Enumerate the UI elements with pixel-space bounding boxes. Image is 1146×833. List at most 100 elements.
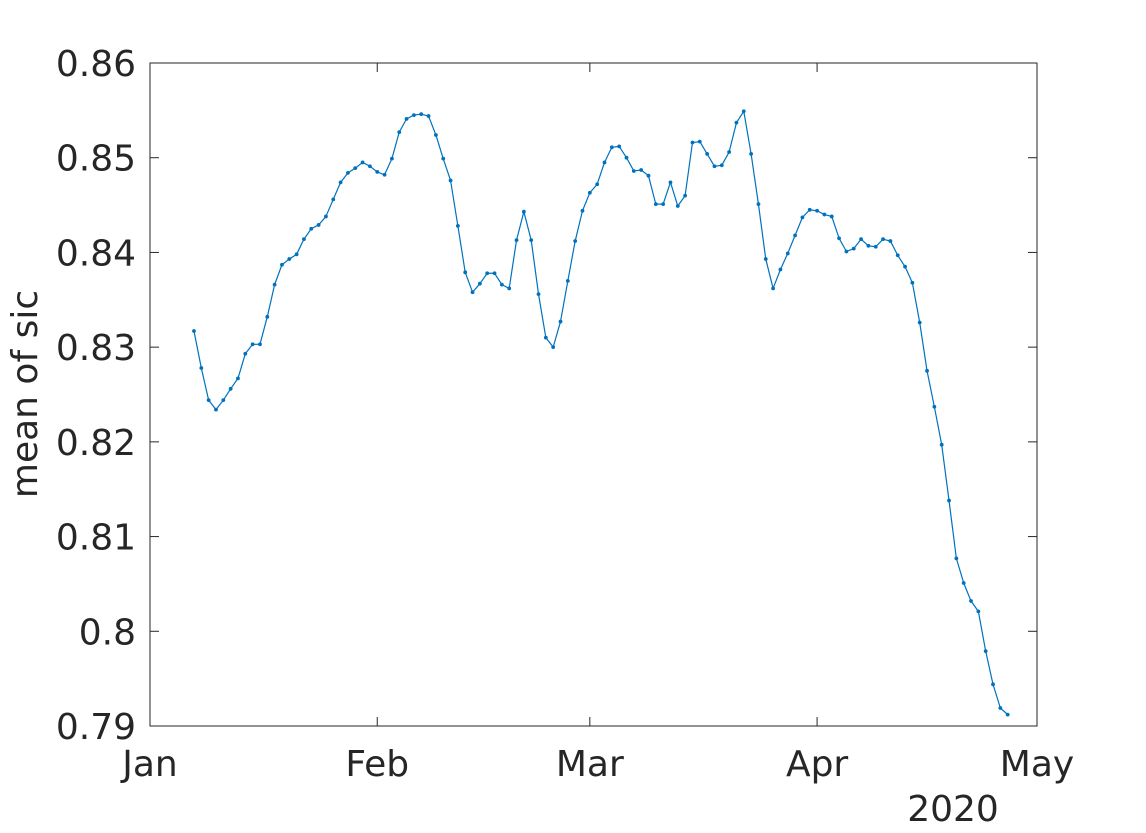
data-point (939, 442, 944, 447)
data-point (969, 599, 973, 603)
data-point (653, 202, 658, 207)
data-point (404, 116, 409, 121)
x-year-label: 2020 (907, 789, 999, 830)
data-point (455, 224, 460, 228)
data-point (250, 342, 255, 347)
data-point (536, 292, 541, 296)
y-tick-label: 0.82 (56, 423, 136, 464)
y-tick-label: 0.8 (79, 612, 136, 653)
data-point (470, 290, 475, 295)
y-tick-label: 0.79 (56, 707, 136, 748)
data-point (258, 342, 262, 347)
data-point (236, 376, 240, 381)
data-point (419, 112, 424, 117)
data-point (734, 120, 739, 125)
data-point (477, 281, 482, 286)
data-point (895, 253, 900, 258)
data-point (829, 214, 834, 219)
data-point (851, 246, 856, 251)
series-layer (192, 109, 1010, 717)
data-point (800, 215, 805, 220)
data-point (316, 223, 321, 227)
data-point (822, 212, 827, 217)
data-point (609, 145, 614, 150)
x-tick-label: Feb (345, 744, 409, 785)
data-point (749, 152, 754, 156)
data-point (272, 282, 277, 287)
data-point (668, 180, 673, 185)
data-point (793, 233, 797, 238)
series-line (193, 110, 1009, 716)
x-tick-label: Mar (556, 744, 624, 785)
data-point (954, 556, 959, 561)
data-point (375, 170, 380, 174)
x-tick-label: May (1000, 744, 1074, 785)
data-point (507, 286, 512, 291)
data-point (543, 335, 548, 340)
data-point (705, 152, 710, 156)
data-point (302, 237, 306, 242)
data-point (917, 320, 922, 325)
y-axis-label: mean of sic (5, 290, 46, 498)
data-point (382, 172, 387, 177)
data-point (866, 243, 871, 248)
y-tick-label: 0.84 (56, 233, 136, 274)
y-tick-labels: 0.79 0.8 0.81 0.82 0.83 0.84 0.85 0.86 (56, 44, 136, 748)
data-point (521, 209, 526, 214)
data-point (859, 237, 863, 242)
data-point (565, 278, 570, 283)
data-point (514, 238, 519, 243)
data-point (338, 180, 343, 185)
data-point (910, 280, 915, 285)
data-point (587, 190, 592, 195)
data-point (983, 649, 988, 654)
data-point (397, 130, 402, 135)
data-point (837, 236, 841, 241)
data-point (756, 202, 761, 207)
data-point (785, 251, 790, 256)
x-tick-label: Jan (120, 744, 178, 785)
data-point (697, 139, 702, 144)
data-point (903, 264, 907, 269)
data-point (206, 398, 211, 403)
data-point (617, 144, 622, 149)
data-point (433, 133, 438, 137)
data-point (294, 252, 299, 257)
data-point (763, 257, 768, 261)
data-point (214, 407, 218, 412)
data-point (947, 498, 951, 503)
data-point (580, 208, 585, 213)
data-point (426, 114, 431, 118)
data-point (280, 262, 284, 267)
data-point (353, 166, 358, 171)
data-point (441, 156, 446, 161)
data-point (199, 366, 204, 370)
data-point (631, 169, 636, 173)
data-point (778, 267, 783, 272)
data-point (741, 109, 746, 114)
data-point (690, 140, 695, 145)
data-point (675, 204, 680, 208)
data-point (265, 314, 270, 319)
data-point (683, 193, 688, 198)
data-point (390, 156, 394, 161)
y-tick-label: 0.85 (56, 139, 136, 180)
data-point (529, 238, 534, 243)
data-point (925, 368, 929, 373)
data-point (551, 345, 556, 350)
data-point (727, 150, 732, 154)
data-point (873, 244, 878, 249)
data-point (646, 173, 651, 178)
data-point (346, 170, 350, 175)
data-point (485, 271, 490, 276)
data-point (771, 286, 775, 291)
data-point (243, 351, 248, 356)
axes-frame (149, 62, 1038, 727)
data-point (712, 164, 717, 169)
data-point (573, 239, 578, 243)
data-point (595, 182, 600, 187)
data-point (815, 208, 819, 213)
data-point (287, 257, 292, 261)
data-point (991, 682, 995, 687)
